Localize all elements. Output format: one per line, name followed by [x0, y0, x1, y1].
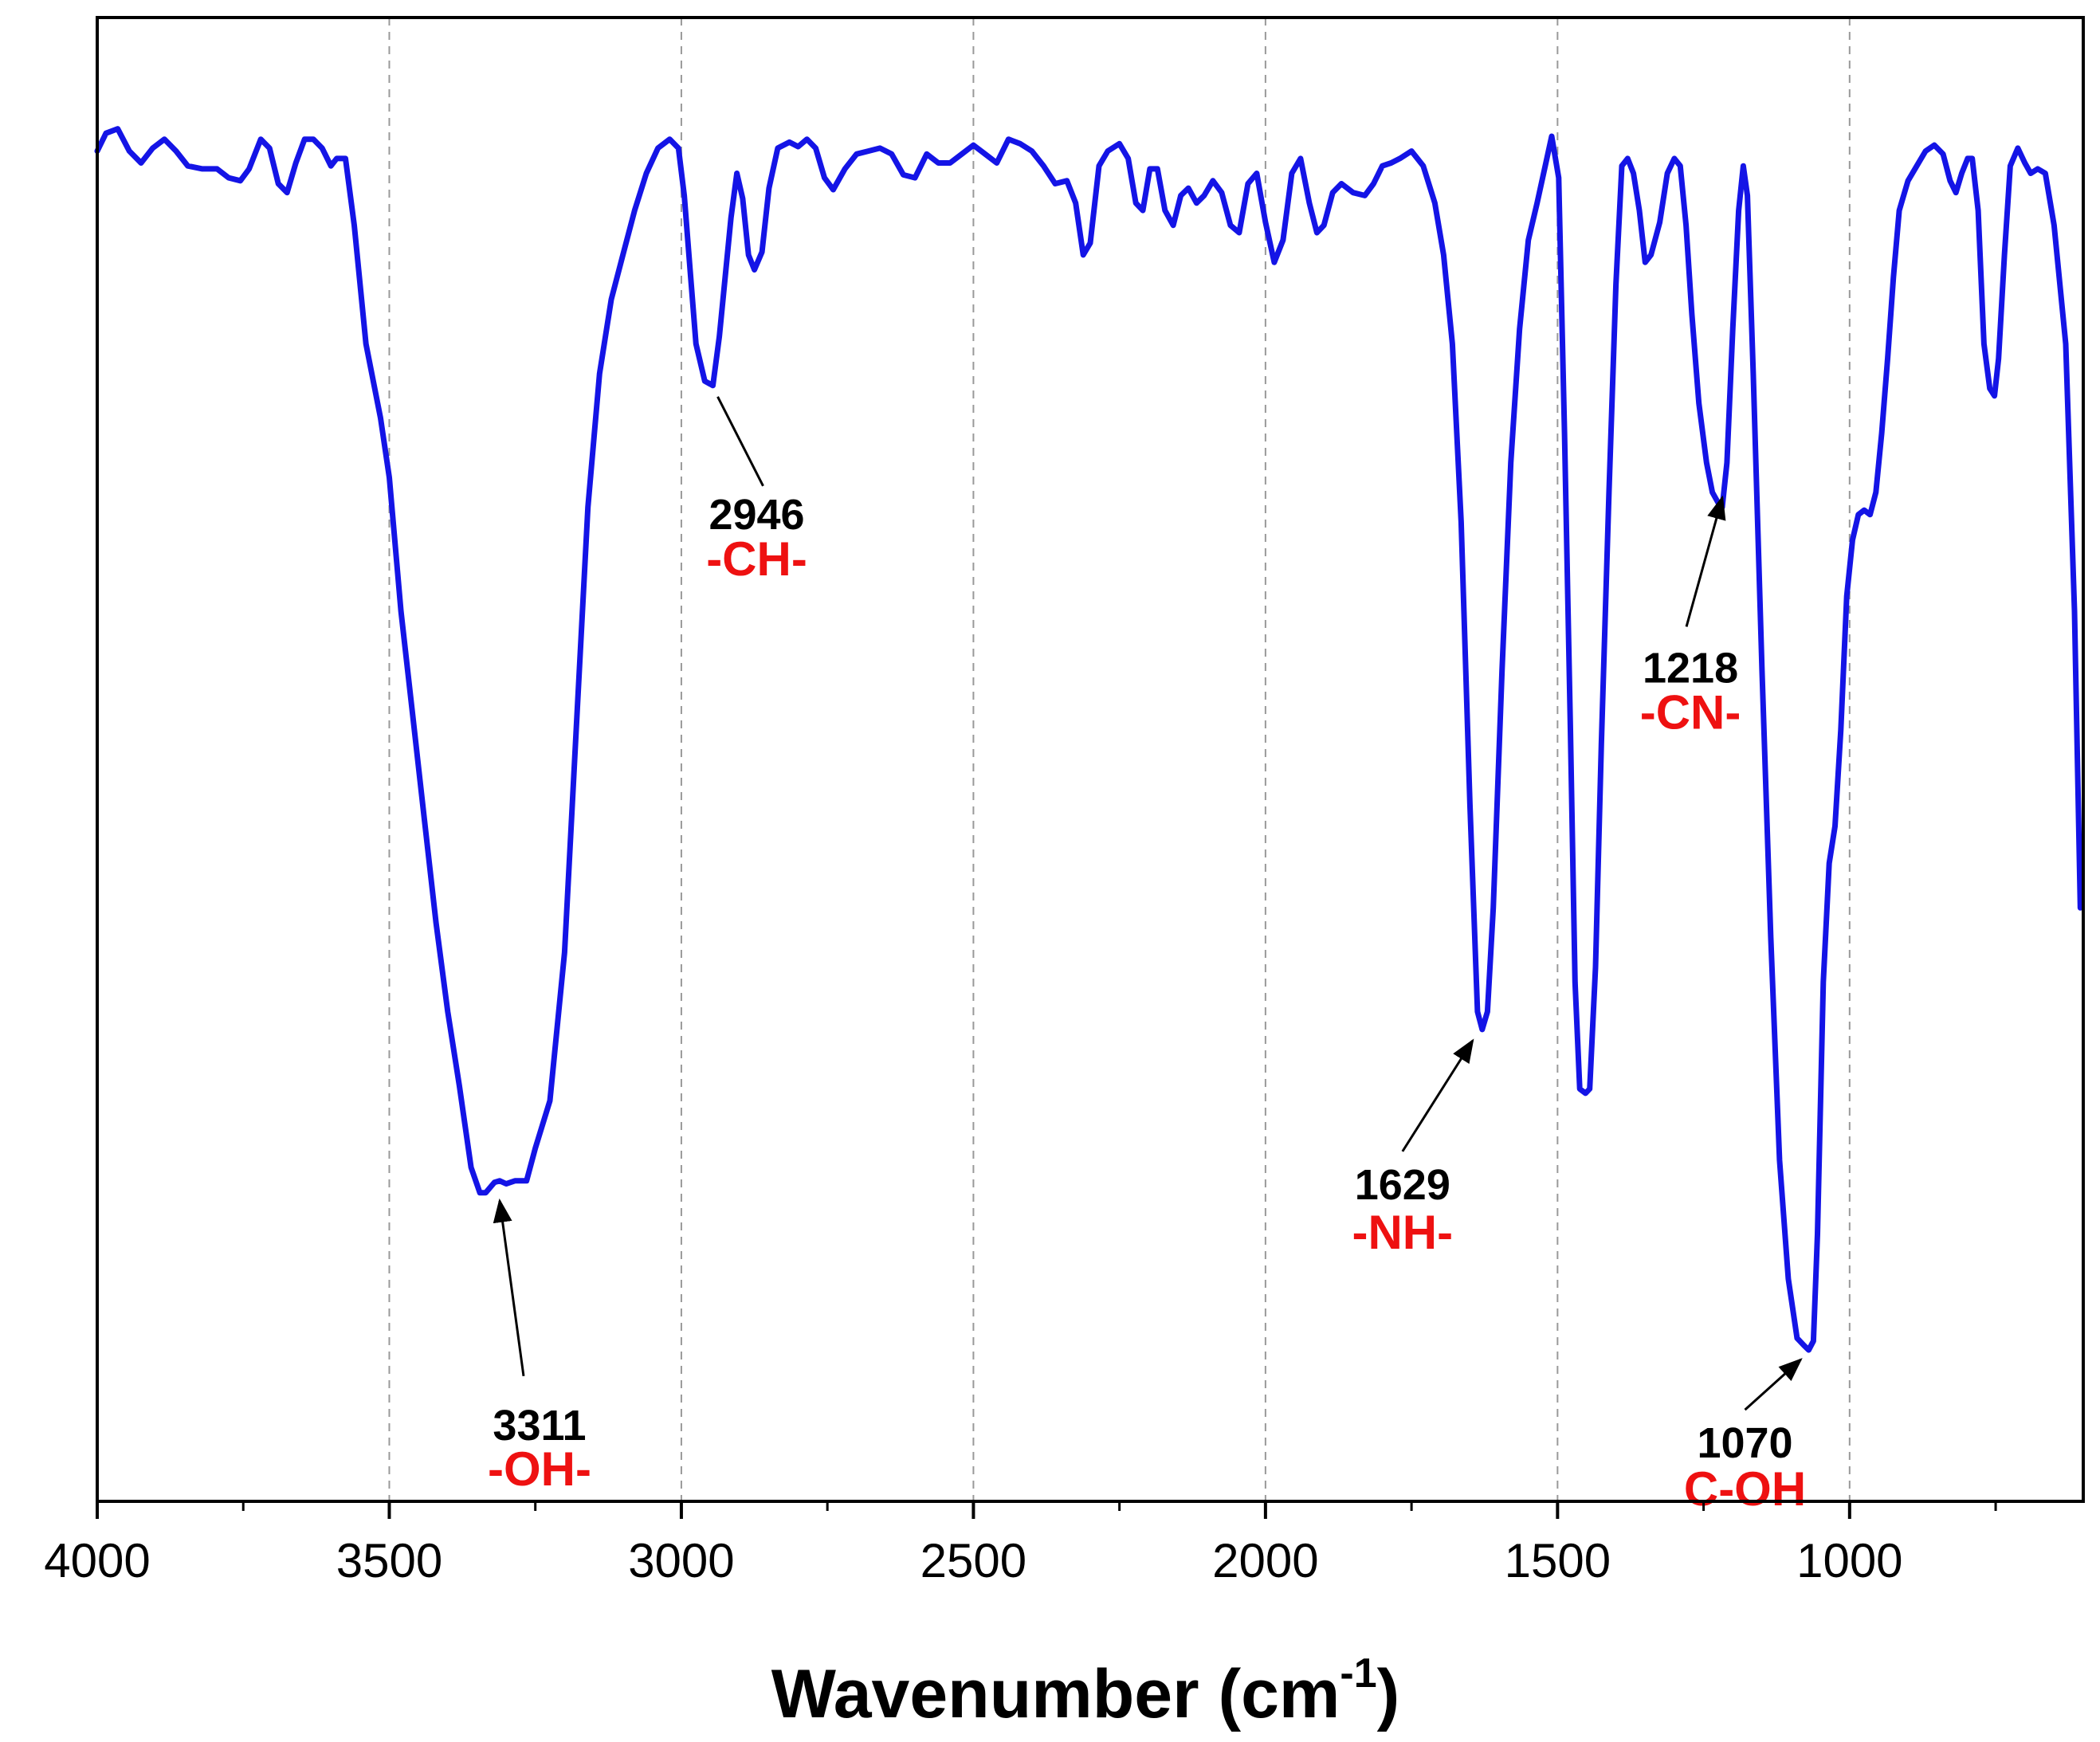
group-label-3311: -OH- [488, 1442, 591, 1496]
x-axis-title-close: ) [1377, 1656, 1400, 1732]
annotation-arrow-1218 [1685, 495, 1726, 627]
x-axis-title: Wavenumber (cm-1) [771, 1650, 1400, 1732]
group-label-1218: -CN- [1640, 685, 1741, 739]
x-tick-label-1000: 1000 [1796, 1534, 1902, 1587]
peak-label-1629: 1629 [1355, 1161, 1450, 1209]
tick-layer: 4000 3500 3000 2500 2000 1500 1000 [44, 1501, 1997, 1587]
annotation-arrow-3311 [493, 1198, 525, 1377]
peak-label-2946: 2946 [709, 491, 804, 539]
x-tick-label-2000: 2000 [1212, 1534, 1318, 1587]
annotation-leader-2946 [716, 396, 764, 487]
annotation-arrow-1070 [1744, 1358, 1803, 1411]
peak-label-1070: 1070 [1697, 1419, 1792, 1467]
annotation-arrow-1629 [1401, 1038, 1474, 1152]
peak-label-1218: 1218 [1643, 644, 1738, 692]
x-axis-title-main: Wavenumber (cm [771, 1656, 1340, 1732]
series-layer [94, 126, 2083, 1353]
peak-label-3311: 3311 [493, 1402, 586, 1450]
group-label-1070: C-OH [1684, 1462, 1806, 1516]
x-tick-label-3000: 3000 [628, 1534, 734, 1587]
x-tick-label-3500: 3500 [336, 1534, 442, 1587]
plot-frame [96, 16, 2085, 1503]
x-tick-label-2500: 2500 [920, 1534, 1026, 1587]
x-tick-label-1500: 1500 [1505, 1534, 1611, 1587]
x-tick-label-4000: 4000 [44, 1534, 150, 1587]
grid-layer [388, 18, 1851, 1501]
group-label-1629: -NH- [1352, 1206, 1453, 1259]
x-axis-title-superscript: -1 [1340, 1650, 1376, 1697]
group-label-2946: -CH- [706, 532, 807, 586]
spectrum-line [94, 126, 2083, 1353]
